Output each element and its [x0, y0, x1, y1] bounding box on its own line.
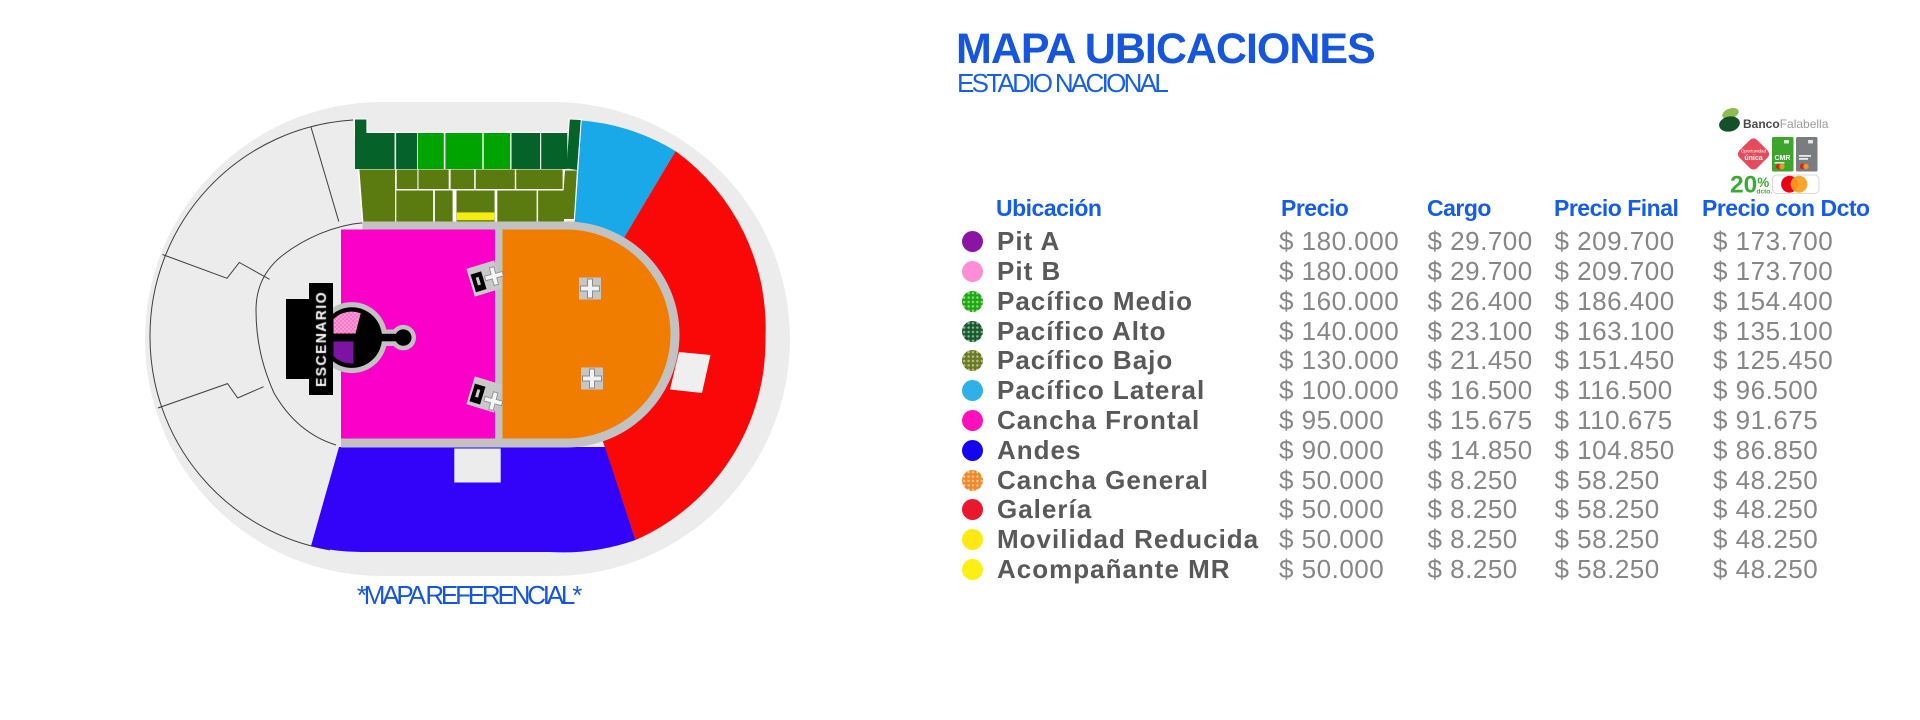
- svg-text:BancoFalabella: BancoFalabella: [1743, 117, 1829, 131]
- svg-text:dcto.: dcto.: [1757, 189, 1773, 196]
- svg-text:CMR: CMR: [1775, 155, 1791, 162]
- svg-text:única: única: [1744, 155, 1762, 162]
- svg-text:Oportunidad: Oportunidad: [1741, 149, 1767, 154]
